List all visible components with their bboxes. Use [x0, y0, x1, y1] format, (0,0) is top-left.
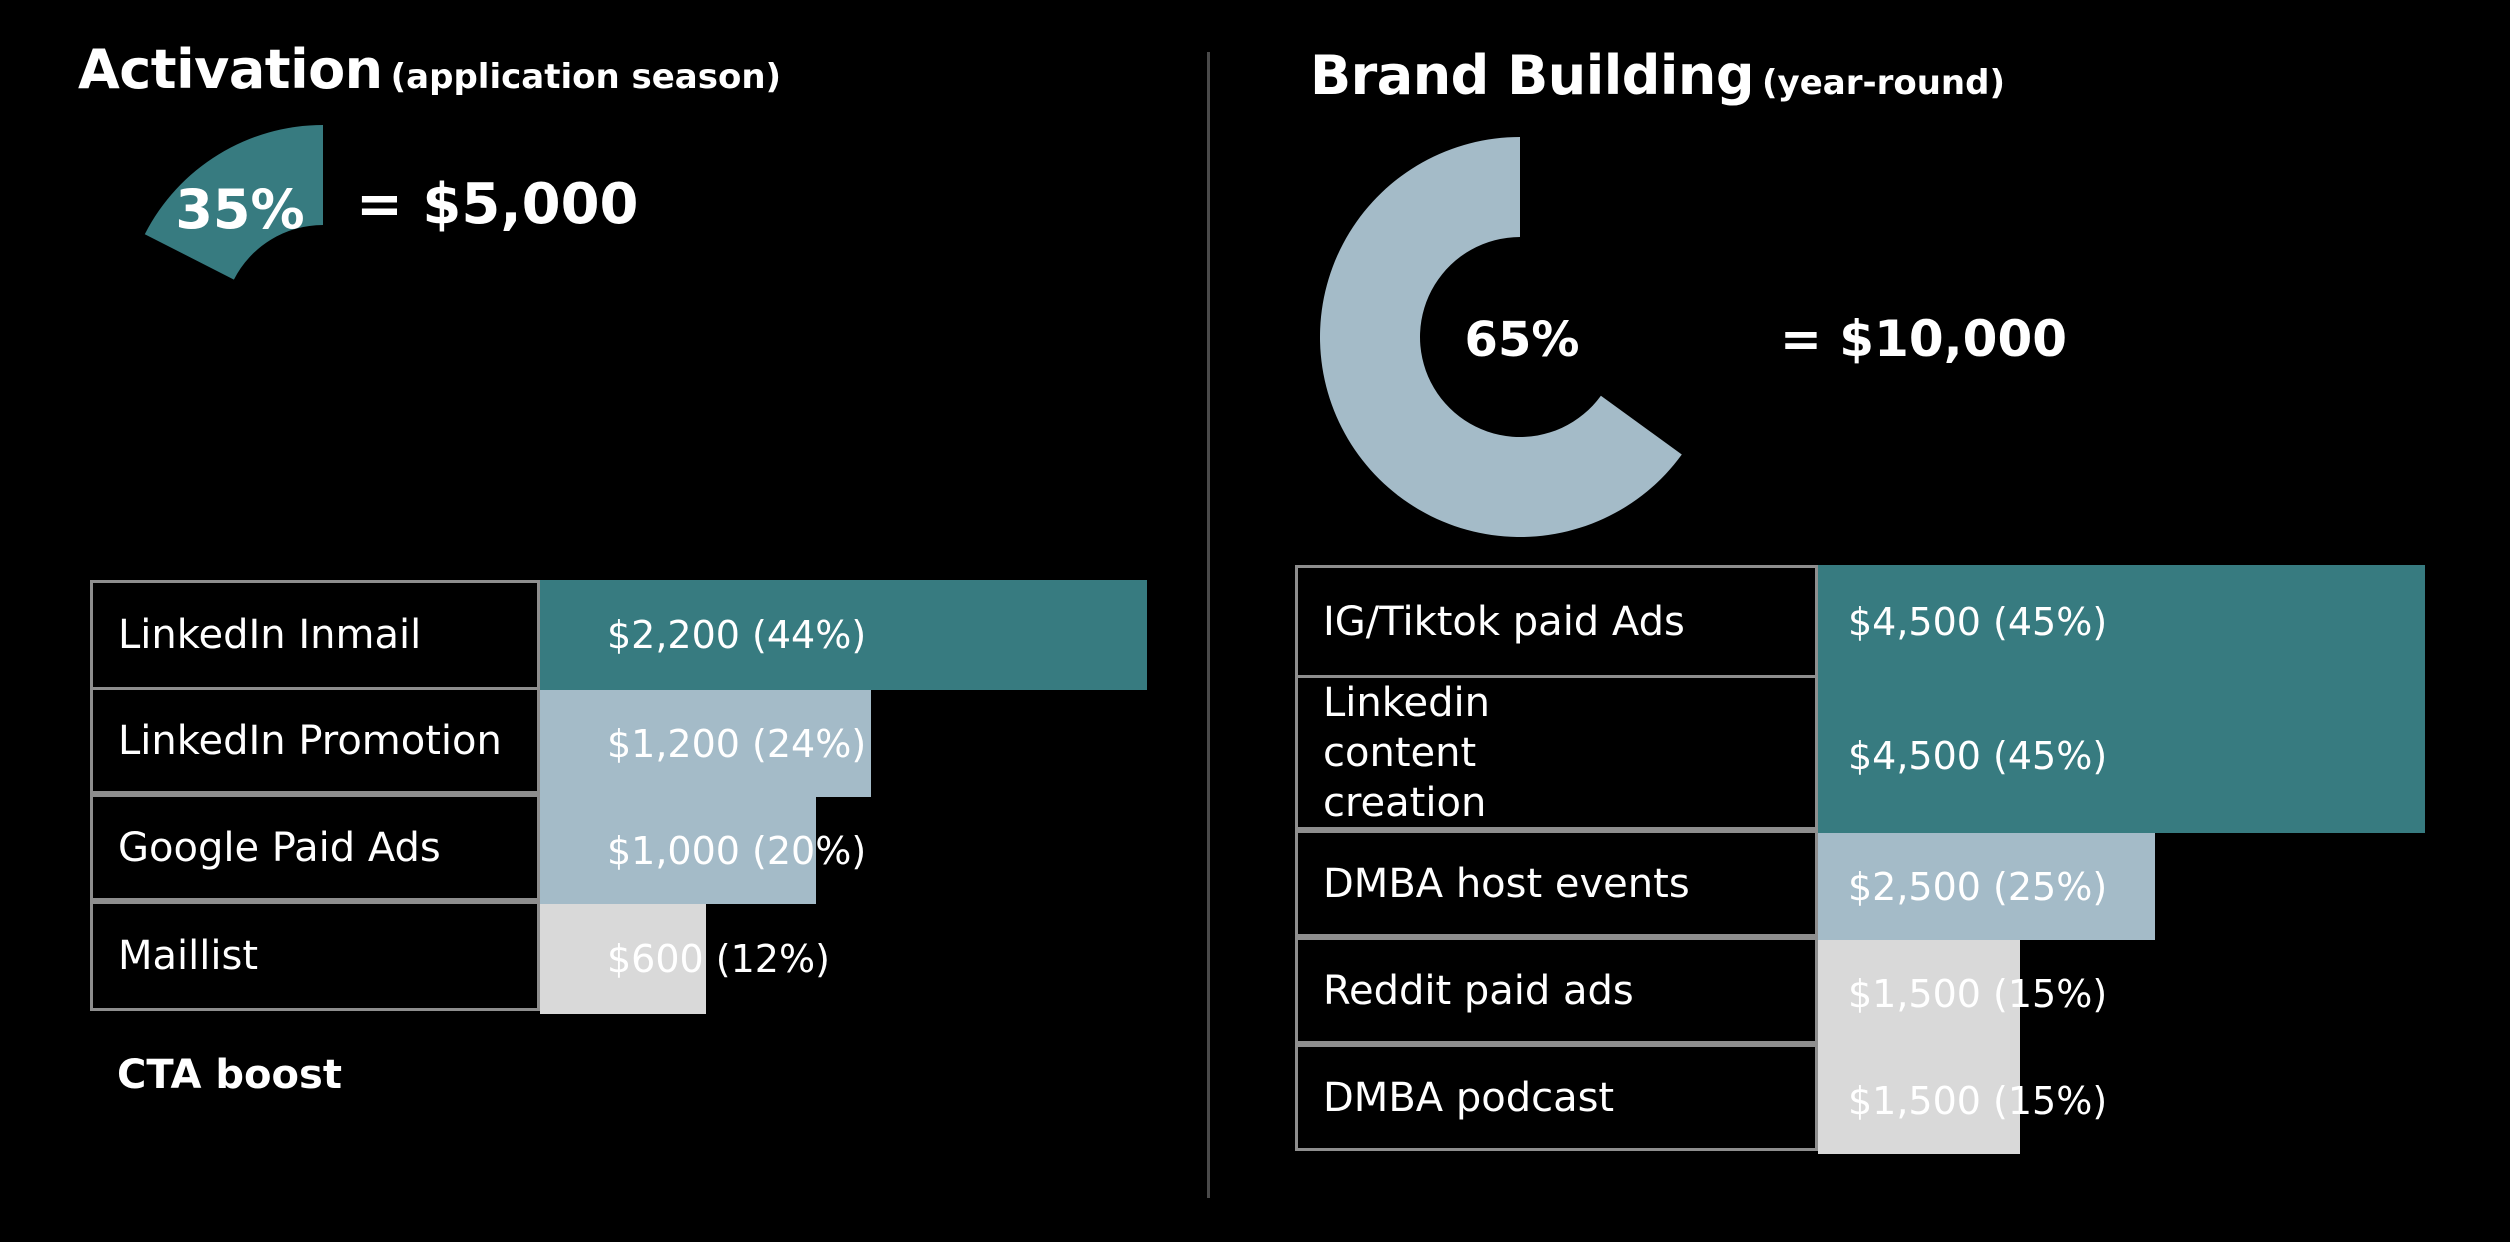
- allocation-bar: $1,200 (24%): [540, 690, 871, 797]
- allocation-value-label: $4,500 (45%): [1848, 599, 2108, 644]
- activation-title: Activation: [78, 38, 383, 101]
- brand-building-title: Brand Building: [1310, 44, 1755, 107]
- allocation-bar: $600 (12%): [540, 904, 830, 1014]
- activation-percent-label: 35%: [175, 178, 304, 241]
- allocation-bar: $1,000 (20%): [540, 797, 866, 904]
- allocation-bar: $1,500 (15%): [1818, 940, 2107, 1047]
- row-category-label: Google Paid Ads: [90, 794, 540, 901]
- allocation-bar: $4,500 (45%): [1818, 565, 2425, 678]
- brand-building-donut-slice: [1319, 137, 1682, 538]
- row-category-label: DMBA podcast: [1295, 1044, 1818, 1151]
- row-category-label: LinkedIn Inmail: [90, 580, 540, 690]
- allocation-bar: $1,500 (15%): [1818, 1047, 2107, 1154]
- allocation-value-label: $1,500 (15%): [1848, 1078, 2108, 1123]
- row-category-label: Reddit paid ads: [1295, 937, 1818, 1044]
- allocation-value-label: $2,200 (44%): [607, 613, 867, 657]
- allocation-bar: $2,500 (25%): [1818, 833, 2155, 940]
- brand-building-amount: = $10,000: [1780, 310, 2068, 368]
- activation-amount: = $5,000: [356, 172, 639, 237]
- row-category-label: Maillist: [90, 901, 540, 1011]
- section-divider: [1207, 52, 1210, 1198]
- allocation-value-label: $1,200 (24%): [607, 721, 867, 766]
- brand-building-subtitle: (year-round): [1762, 63, 2006, 103]
- activation-subtitle: (application season): [390, 57, 782, 97]
- row-category-label: IG/Tiktok paid Ads: [1295, 565, 1818, 678]
- allocation-value-label: $1,000 (20%): [607, 828, 867, 873]
- row-category-label: Linkedin content creation: [1295, 675, 1818, 830]
- allocation-value-label: $2,500 (25%): [1848, 864, 2108, 909]
- allocation-bar: $2,200 (44%): [540, 580, 1147, 690]
- allocation-value-label: $1,500 (15%): [1848, 971, 2108, 1016]
- row-category-label: DMBA host events: [1295, 830, 1818, 937]
- brand-building-heading: Brand Building (year-round): [1310, 44, 2005, 107]
- allocation-bar: $4,500 (45%): [1818, 678, 2425, 833]
- activation-donut-slice: [144, 125, 323, 280]
- cta-boost-label: CTA boost: [117, 1052, 342, 1098]
- activation-heading: Activation (application season): [78, 38, 781, 101]
- row-category-label: LinkedIn Promotion: [90, 687, 540, 794]
- brand-building-percent-label: 65%: [1465, 312, 1580, 368]
- allocation-value-label: $4,500 (45%): [1848, 733, 2108, 778]
- allocation-value-label: $600 (12%): [607, 937, 830, 981]
